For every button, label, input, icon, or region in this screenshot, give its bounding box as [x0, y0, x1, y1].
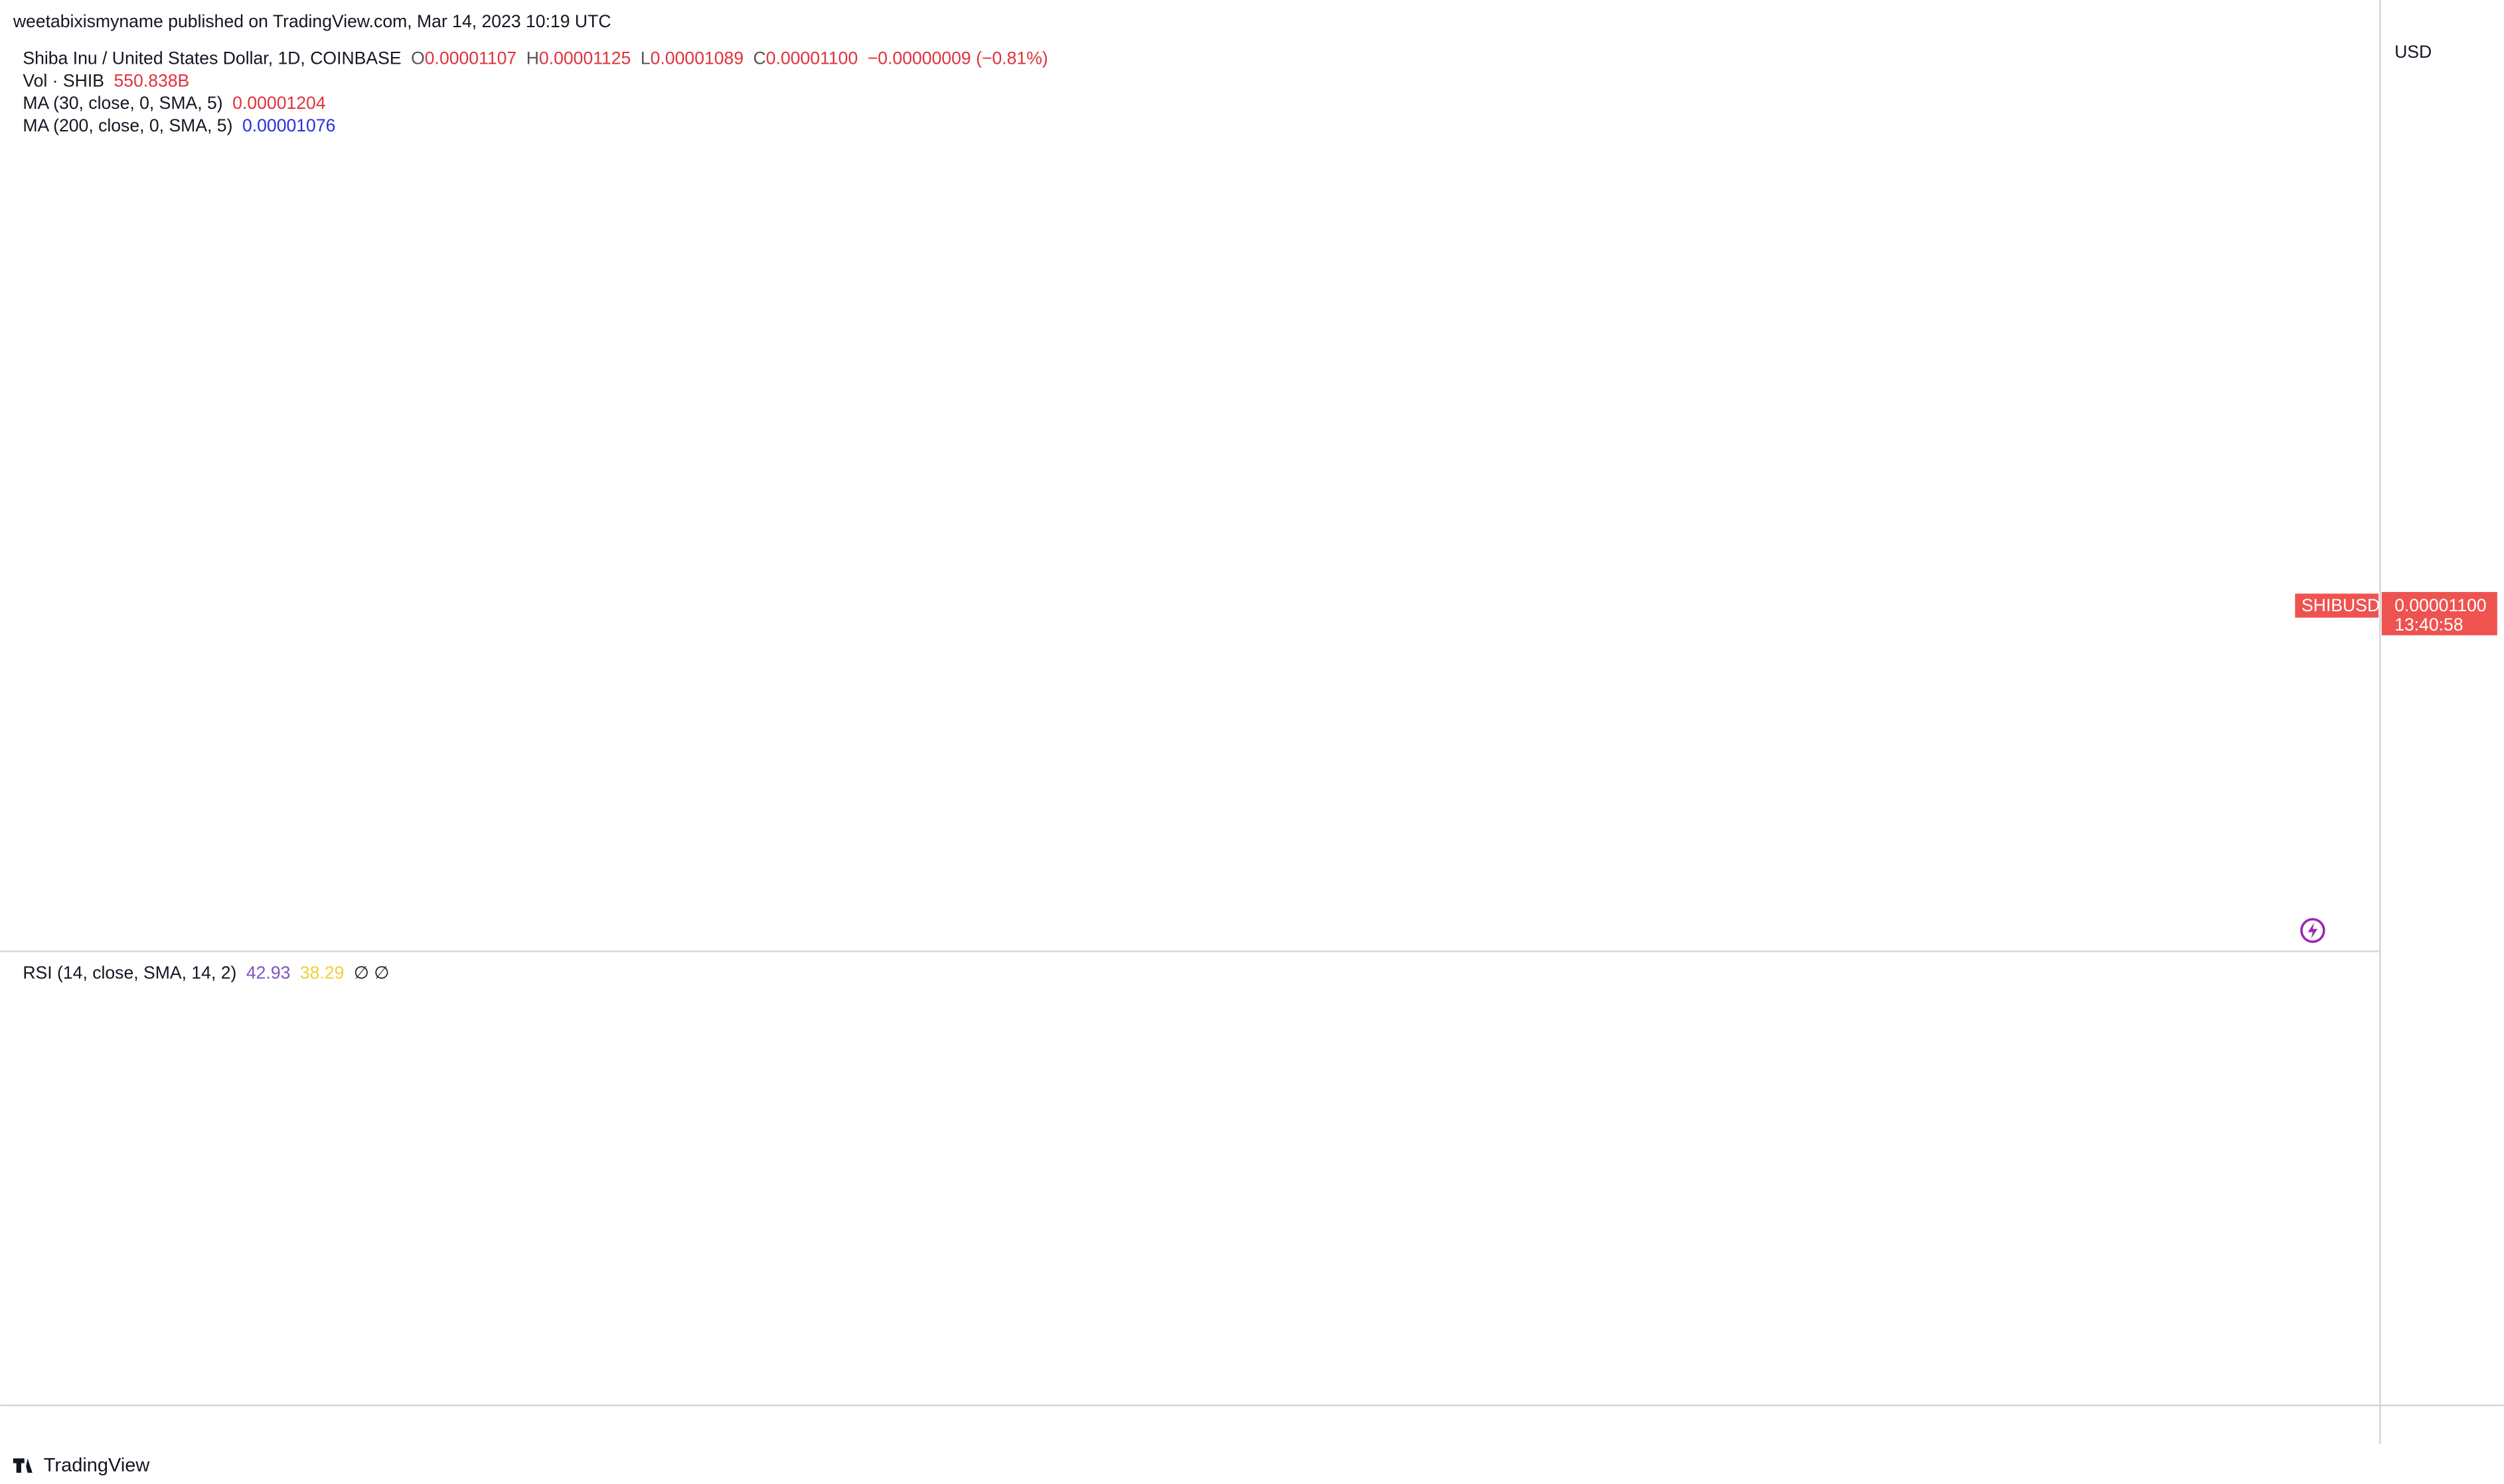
l-val: 0.00001089	[651, 48, 743, 68]
c-val: 0.00001100	[766, 48, 858, 68]
legend-ma200: MA (200, close, 0, SMA, 5) 0.00001076	[23, 115, 335, 135]
c-key: C	[753, 48, 766, 68]
price-tag-countdown: 13:40:58	[2394, 615, 2463, 634]
ma200-name: MA (200, close, 0, SMA, 5)	[23, 115, 232, 135]
legend-rsi: RSI (14, close, SMA, 14, 2) 42.93 38.29 ∅ ∅	[23, 962, 389, 982]
o-val: 0.00001107	[425, 48, 516, 68]
price-tag-price: 0.00001100	[2394, 595, 2486, 615]
rsi-name: RSI (14, close, SMA, 14, 2)	[23, 962, 236, 982]
symbol: Shiba Inu / United States Dollar, 1D, CO…	[23, 48, 401, 68]
ma30-name: MA (30, close, 0, SMA, 5)	[23, 93, 222, 113]
rsi-extra: ∅ ∅	[354, 962, 390, 982]
logo-mark	[13, 1458, 33, 1473]
l-key: L	[641, 48, 651, 68]
rsi-sma-val: 38.29	[300, 962, 345, 982]
published: weetabixismyname published on TradingVie…	[13, 11, 611, 31]
o-key: O	[411, 48, 425, 68]
legend-symbol: Shiba Inu / United States Dollar, 1D, CO…	[23, 48, 1048, 68]
symbol-tag-text: SHIBUSD	[2302, 595, 2380, 615]
ma30-val: 0.00001204	[232, 93, 325, 113]
vol-val: 550.838B	[114, 70, 189, 90]
legend-ma30: MA (30, close, 0, SMA, 5) 0.00001204	[23, 93, 325, 113]
ma200-val: 0.00001076	[242, 115, 335, 135]
currency: USD	[2394, 42, 2432, 62]
price-tag	[2381, 591, 2497, 636]
symbol-tag	[2295, 593, 2379, 618]
h-val: 0.00001125	[539, 48, 631, 68]
vol-name: Vol · SHIB	[23, 70, 104, 90]
rsi-val: 42.93	[246, 962, 291, 982]
alert-bolt	[2308, 922, 2318, 939]
logo-text: TradingView	[44, 1455, 151, 1476]
h-key: H	[526, 48, 539, 68]
legend-volume: Vol · SHIB 550.838B	[23, 70, 189, 90]
change: −0.00000009 (−0.81%)	[868, 48, 1048, 68]
